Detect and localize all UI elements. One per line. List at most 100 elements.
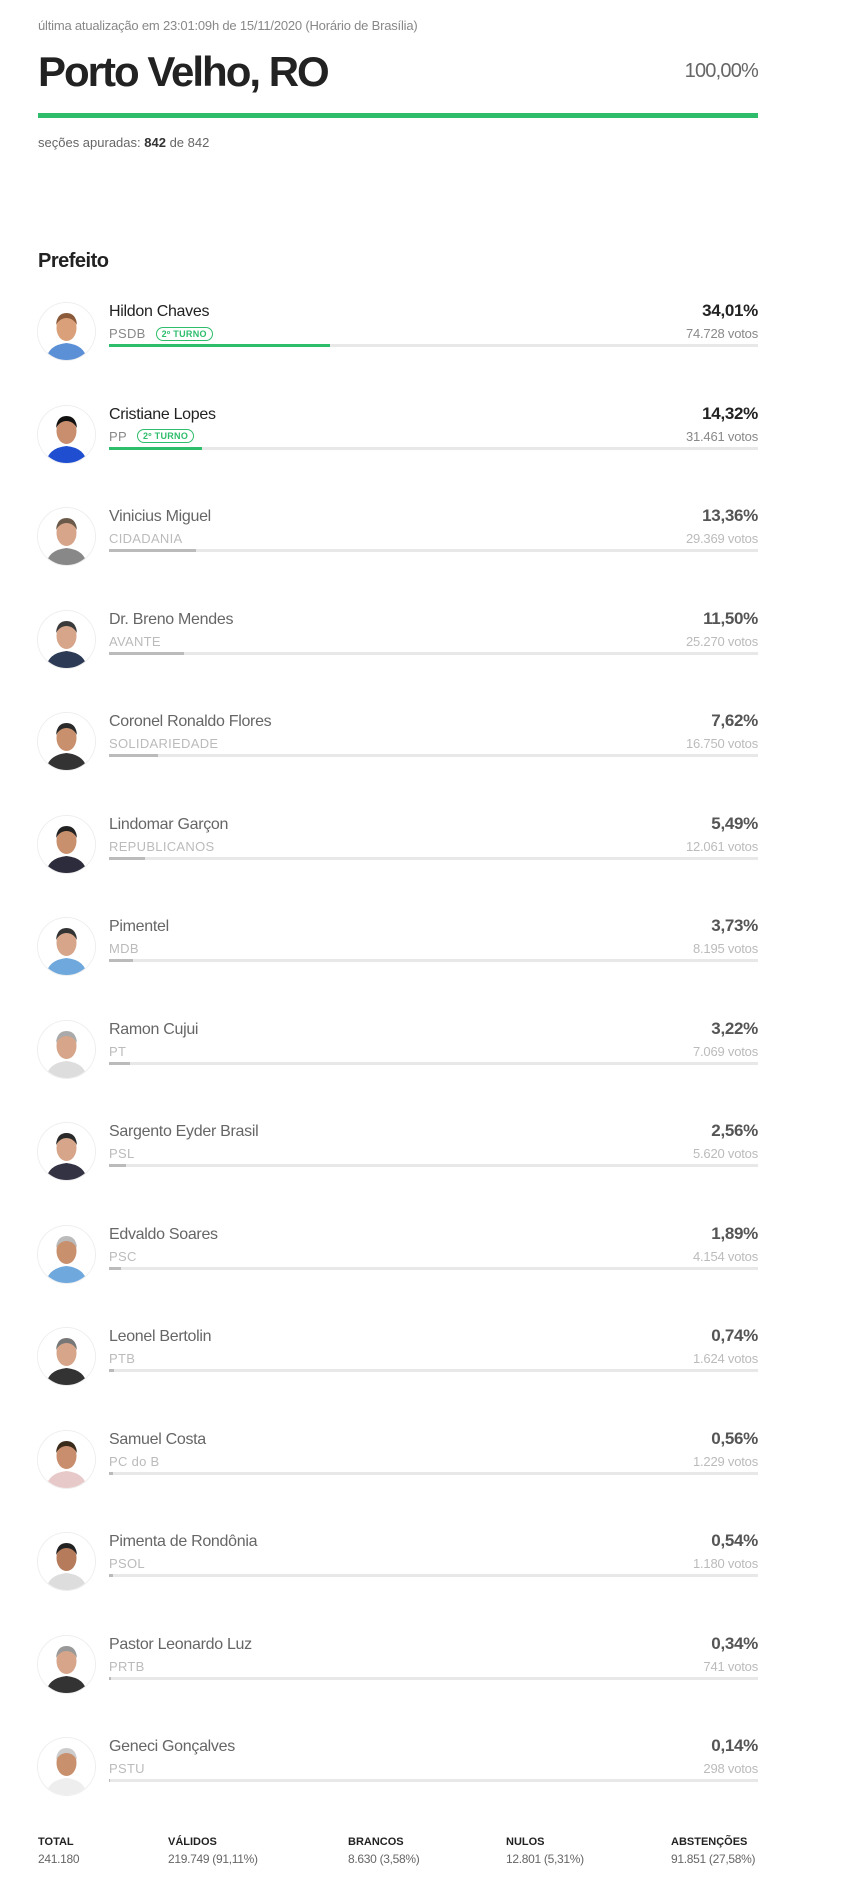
candidate-votes: 29.369 votos — [685, 531, 758, 546]
vote-share-fill — [109, 959, 134, 962]
candidate-row[interactable]: Ramon Cujui PT 3,22% 7.069 votos — [38, 1018, 758, 1101]
candidate-party-line: PT — [109, 1044, 126, 1059]
candidate-party-line: PTB — [109, 1351, 135, 1366]
summary-total: TOTAL 241.180 — [38, 1836, 80, 1866]
sections-label: seções apuradas: — [38, 135, 141, 150]
candidate-percent: 3,22% — [711, 1018, 758, 1038]
candidate-party: AVANTE — [109, 633, 161, 649]
candidate-percent: 3,73% — [711, 916, 758, 935]
summary-nulos: NULOS 12.801 (5,31%) — [506, 1836, 584, 1866]
counting-progress-fill — [38, 113, 758, 118]
vote-share-fill — [109, 1369, 114, 1372]
summary-value: 219.749 (91,11%) — [168, 1852, 258, 1866]
vote-share-bar — [109, 1471, 758, 1475]
sections-total: de 842 — [169, 135, 210, 150]
candidate-party-line: MDB — [109, 941, 139, 956]
candidate-row[interactable]: Lindomar Garçon REPUBLICANOS 5,49% 12.061 v… — [38, 813, 758, 896]
vote-share-bar — [109, 549, 758, 552]
candidate-name: Geneci Gonçalves — [109, 1738, 235, 1755]
candidate-percent: 5,49% — [711, 813, 758, 833]
candidate-party-line: SOLIDARIEDADE — [109, 736, 218, 751]
candidate-percent: 2,56% — [711, 1121, 758, 1140]
candidate-row[interactable]: Pastor Leonardo Luz PRTB 0,34% 741 votos — [38, 1634, 758, 1716]
vote-share-fill — [109, 446, 202, 450]
candidate-name: Leonel Bertolin — [109, 1328, 212, 1345]
vote-share-bar — [109, 856, 758, 860]
candidate-photo — [38, 1738, 95, 1795]
candidate-party-line: CIDADANIA — [109, 531, 183, 546]
candidate-party-line: PSOL — [109, 1556, 145, 1571]
summary-value: 241.180 — [38, 1852, 80, 1866]
candidate-name: Edvaldo Soares — [109, 1225, 218, 1243]
vote-share-fill — [109, 1676, 112, 1680]
summary-label: ABSTENÇÕES — [671, 1836, 748, 1848]
candidate-row[interactable]: Edvaldo Soares PSC 1,89% 4.154 votos — [38, 1224, 758, 1306]
candidate-name: Pimenta de Rondônia — [109, 1533, 258, 1550]
candidate-row[interactable]: Pimenta de Rondônia PSOL 0,54% 1.180 votos — [38, 1531, 758, 1613]
summary-label: VÁLIDOS — [168, 1836, 217, 1848]
vote-share-bar — [109, 1574, 758, 1577]
candidate-row[interactable]: Pimentel MDB 3,73% 8.195 votos — [38, 916, 758, 998]
candidate-party-line: PSL — [109, 1146, 134, 1161]
candidate-row[interactable]: Vinicius Miguel CIDADANIA 13,36% 29.369 vot… — [38, 506, 758, 588]
summary-label: BRANCOS — [348, 1836, 404, 1848]
candidate-name: Vinicius Miguel — [109, 508, 211, 525]
vote-share-bar — [109, 446, 758, 450]
candidate-row[interactable]: Geneci Gonçalves PSTU 0,14% 298 votos — [38, 1736, 758, 1818]
percent-counted: 100,00% — [684, 60, 759, 82]
candidate-votes: 16.750 votos — [685, 736, 758, 751]
candidate-percent: 0,56% — [711, 1428, 758, 1448]
candidate-votes: 1.624 votos — [692, 1351, 758, 1366]
avatar-portrait-icon — [38, 1738, 95, 1795]
counting-progress-bar — [38, 113, 758, 118]
candidate-name: Pastor Leonardo Luz — [109, 1635, 252, 1653]
candidate-photo — [38, 713, 95, 770]
candidate-photo — [38, 1430, 95, 1488]
avatar-portrait-icon — [38, 815, 95, 873]
candidate-name: Dr. Breno Mendes — [109, 610, 234, 628]
vote-share-fill — [109, 1471, 113, 1475]
avatar-portrait-icon — [38, 918, 95, 975]
candidate-photo — [38, 1225, 95, 1283]
candidate-party-line: PP 2º TURNO — [109, 429, 195, 444]
candidate-votes: 31.461 votos — [685, 428, 758, 444]
candidate-photo — [38, 405, 95, 463]
candidate-row[interactable]: Hildon Chaves PSDB 2º TURNO 34,01% 74.728 vo… — [38, 301, 758, 383]
page-title: Porto Velho, RO — [38, 48, 330, 95]
avatar-portrait-icon — [38, 508, 95, 565]
second-round-badge: 2º TURNO — [155, 326, 213, 341]
candidate-row[interactable]: Coronel Ronaldo Flores SOLIDARIEDADE 7,62%… — [38, 711, 758, 793]
vote-share-bar — [109, 1369, 758, 1372]
candidate-row[interactable]: Leonel Bertolin PTB 0,74% 1.624 votos — [38, 1326, 758, 1408]
second-round-badge: 2º TURNO — [136, 429, 195, 443]
avatar-portrait-icon — [38, 610, 95, 668]
vote-share-fill — [109, 549, 196, 552]
summary-abstencoes: ABSTENÇÕES 91.851 (27,58%) — [671, 1836, 756, 1866]
avatar-portrait-icon — [38, 1533, 95, 1590]
candidate-party: PTB — [109, 1351, 136, 1366]
candidate-votes: 8.195 votos — [692, 941, 758, 956]
candidate-row[interactable]: Dr. Breno Mendes AVANTE 11,50% 25.270 votos — [38, 609, 758, 691]
candidate-votes: 7.069 votos — [692, 1043, 758, 1059]
candidate-photo — [38, 1328, 95, 1385]
candidate-votes: 5.620 votos — [692, 1146, 758, 1161]
candidate-name: Lindomar Garçon — [109, 815, 229, 833]
vote-share-fill — [109, 651, 184, 655]
sections-counted-value: 842 — [144, 135, 166, 150]
summary-value: 12.801 (5,31%) — [506, 1852, 584, 1866]
candidate-percent: 14,32% — [702, 403, 758, 423]
vote-share-bar — [109, 1779, 758, 1782]
candidate-percent: 0,54% — [711, 1531, 758, 1550]
candidate-row[interactable]: Sargento Eyder Brasil PSL 2,56% 5.620 votos — [38, 1121, 758, 1203]
candidate-percent: 0,14% — [711, 1736, 758, 1755]
candidate-party: PC do B — [109, 1453, 160, 1469]
avatar-portrait-icon — [38, 1328, 95, 1385]
candidate-party: PSC — [109, 1248, 137, 1264]
candidate-row[interactable]: Samuel Costa PC do B 0,56% 1.229 votos — [38, 1428, 758, 1511]
candidate-row[interactable]: Cristiane Lopes PP 2º TURNO 14,32% 31.461 vo… — [38, 403, 758, 486]
candidate-percent: 0,74% — [711, 1326, 758, 1345]
candidate-name: Coronel Ronaldo Flores — [109, 713, 272, 730]
summary-value: 91.851 (27,58%) — [671, 1852, 756, 1866]
candidate-photo — [38, 918, 95, 975]
candidate-photo — [38, 508, 95, 565]
